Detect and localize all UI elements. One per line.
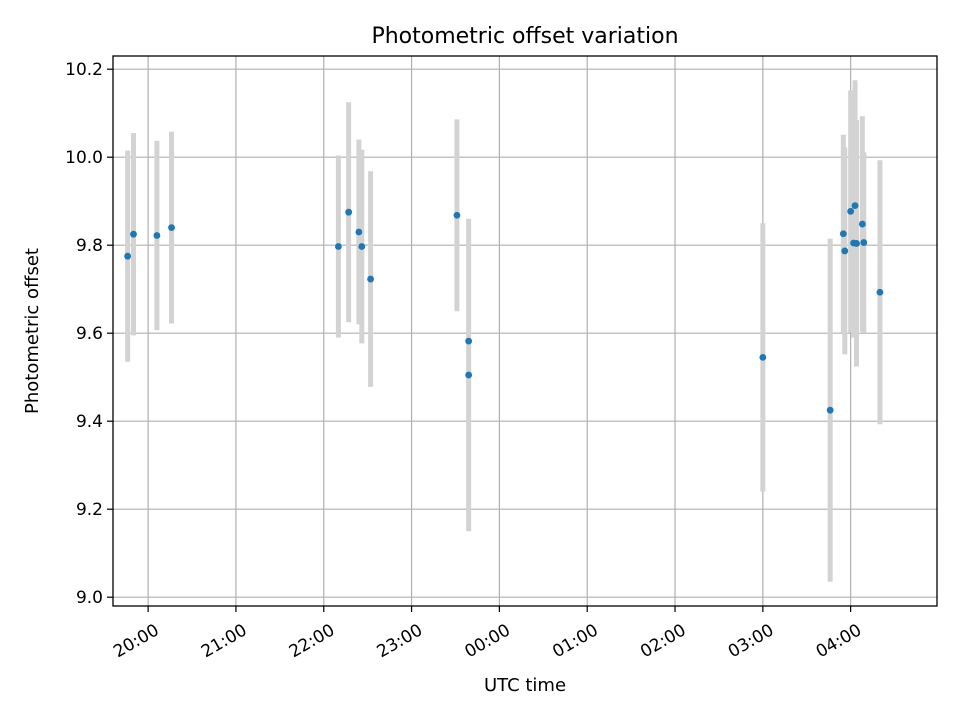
- y-tick-label: 9.8: [76, 236, 103, 256]
- x-tick-label: 00:00: [461, 620, 513, 662]
- y-axis-label: Photometric offset: [22, 248, 43, 414]
- y-axis-ticks: 9.0 9.2 9.4 9.6 9.8 10.0 10.2: [65, 60, 113, 608]
- data-point: [358, 243, 366, 250]
- x-tick-label: 22:00: [286, 620, 338, 662]
- x-tick-label: 03:00: [725, 620, 777, 662]
- data-point: [851, 202, 859, 210]
- data-point: [355, 228, 363, 236]
- data-point: [153, 232, 161, 239]
- error-bars: [125, 80, 883, 582]
- chart-title: Photometric offset variation: [371, 24, 678, 49]
- x-tick-label: 04:00: [813, 620, 865, 662]
- data-point: [453, 211, 461, 219]
- data-point: [826, 406, 834, 414]
- data-point: [345, 208, 353, 216]
- y-tick-label: 10.0: [65, 148, 103, 168]
- data-point: [168, 224, 175, 232]
- data-point: [847, 207, 855, 215]
- y-tick-label: 9.0: [76, 588, 103, 608]
- plot-frame: [112, 55, 938, 607]
- data-point: [841, 247, 849, 255]
- data-points: [124, 202, 884, 414]
- y-tick-label: 9.2: [76, 500, 103, 520]
- y-tick-label: 10.2: [65, 60, 103, 80]
- grid: [113, 56, 937, 606]
- x-tick-label: 01:00: [549, 620, 601, 662]
- data-point: [334, 243, 342, 250]
- data-point: [367, 275, 374, 283]
- data-point: [858, 220, 866, 228]
- data-point: [876, 288, 884, 296]
- x-tick-label: 02:00: [637, 620, 689, 662]
- x-axis-ticks: 20:00 21:00 22:00 23:00 00:00 01:00 02:00 03:00…: [110, 606, 865, 662]
- x-tick-label: 23:00: [374, 620, 426, 662]
- x-tick-label: 21:00: [198, 620, 250, 662]
- data-point: [130, 230, 137, 238]
- data-point: [860, 239, 868, 246]
- y-tick-label: 9.4: [76, 412, 103, 432]
- x-axis-label: UTC time: [484, 675, 566, 696]
- data-point: [759, 354, 767, 361]
- data-point: [124, 252, 132, 260]
- data-point: [465, 337, 473, 345]
- data-point: [839, 230, 847, 238]
- x-tick-label: 20:00: [110, 620, 162, 662]
- data-point: [465, 371, 473, 379]
- data-point: [853, 240, 860, 247]
- y-tick-label: 9.6: [76, 324, 103, 344]
